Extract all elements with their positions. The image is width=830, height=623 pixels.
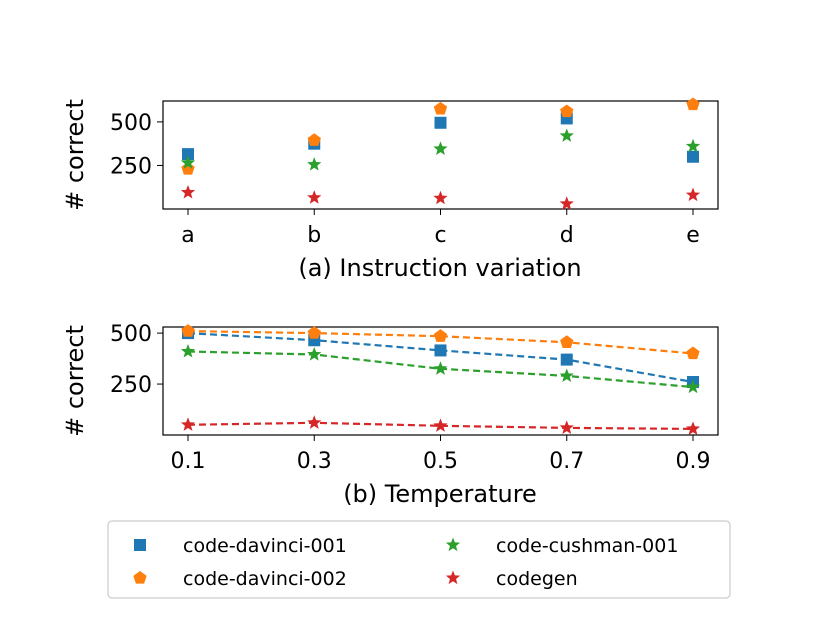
point-code-cushman-001 [180, 343, 196, 358]
point-code-davinci-002 [560, 104, 574, 118]
point-codegen [180, 417, 196, 431]
legend-box [107, 520, 731, 599]
legend-label: code-davinci-001 [183, 535, 347, 557]
point-codegen [433, 418, 448, 432]
xtick-label: 0.9 [676, 449, 711, 474]
point-code-davinci-001 [434, 116, 447, 129]
ylabel-b: # correct [61, 325, 89, 437]
point-code-cushman-001 [307, 347, 322, 361]
panel-instruction-variation: a b c d e 250 500 (a) Instruction variation # … [61, 97, 719, 282]
point-code-cushman-001 [433, 141, 448, 155]
point-code-davinci-001 [687, 150, 699, 163]
xlabel-b: (b) Temperature [343, 480, 537, 508]
point-codegen [180, 184, 196, 199]
ytick-label: 250 [110, 154, 152, 179]
ytick-label: 500 [110, 111, 152, 136]
point-code-davinci-002 [307, 326, 321, 339]
legend-marker-codegen [445, 570, 461, 585]
point-code-cushman-001 [433, 361, 448, 375]
point-code-davinci-002 [181, 324, 195, 337]
xtick-label: d [560, 223, 574, 248]
point-code-davinci-002 [686, 346, 700, 360]
xtick-label: c [434, 223, 446, 248]
point-code-davinci-002 [433, 101, 448, 115]
xtick-label: 0.1 [171, 449, 206, 474]
series-line-code-davinci-002 [187, 330, 694, 355]
point-code-cushman-001 [685, 138, 701, 153]
point-code-davinci-002 [686, 97, 700, 111]
legend-marker-code-cushman-001 [445, 537, 461, 552]
xtick-label: b [307, 223, 321, 248]
point-code-cushman-001 [559, 128, 574, 142]
point-code-cushman-001 [685, 379, 701, 394]
point-code-cushman-001 [559, 368, 574, 382]
xtick-label: 0.3 [297, 449, 332, 474]
point-code-davinci-001 [434, 344, 447, 357]
legend-label: code-cushman-001 [496, 535, 678, 557]
point-codegen [685, 421, 701, 435]
legend-marker-code-davinci-002 [133, 571, 147, 584]
point-code-davinci-001 [560, 353, 573, 366]
point-codegen [559, 420, 574, 434]
point-codegen [307, 415, 322, 429]
point-codegen [559, 196, 574, 210]
xtick-label: a [181, 223, 194, 248]
point-code-cushman-001 [307, 157, 322, 171]
xtick-label: 0.5 [423, 449, 458, 474]
point-code-davinci-002 [560, 335, 574, 348]
xlabel-a: (a) Instruction variation [298, 254, 581, 282]
ytick-label: 250 [110, 373, 152, 398]
point-codegen [307, 190, 322, 204]
xtick-label: e [686, 223, 700, 248]
ylabel-a: # correct [61, 99, 89, 211]
legend: code-davinci-001 code-davinci-002 code-cus… [107, 520, 731, 599]
panel-temperature: 0.1 0.3 0.5 0.7 0.9 250 500 (b) Temperature # … [61, 322, 719, 508]
legend-label: code-davinci-002 [183, 568, 347, 590]
xtick-label: 0.7 [549, 449, 584, 474]
legend-label: codegen [496, 568, 578, 590]
point-code-davinci-002 [433, 329, 448, 342]
legend-marker-code-davinci-001 [134, 539, 146, 551]
point-code-davinci-002 [307, 133, 321, 146]
series-line-codegen [187, 421, 694, 430]
point-code-davinci-001 [182, 148, 194, 161]
point-codegen [433, 190, 448, 205]
point-code-cushman-001 [180, 155, 196, 169]
ytick-label: 500 [110, 322, 152, 347]
point-codegen [685, 187, 701, 202]
